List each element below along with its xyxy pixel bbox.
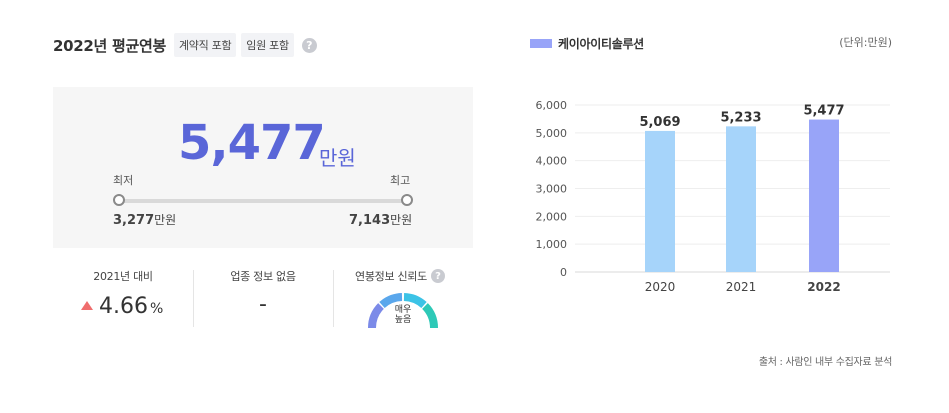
gauge-segment <box>379 293 403 309</box>
y-tick-label: 6,000 <box>536 99 568 112</box>
bar-2021 <box>726 126 756 272</box>
yoy-unit: % <box>149 301 164 317</box>
unit-note: (단위:만원) <box>839 36 892 49</box>
title-row: 2022년 평균연봉 계약직 포함 임원 포함 ? <box>53 33 317 57</box>
average-salary-value: 5,477 <box>178 115 326 171</box>
legend-label: 케이아이티솔루션 <box>558 37 644 51</box>
bar-value-label: 5,477 <box>803 104 844 119</box>
gauge-segment <box>403 293 427 309</box>
max-salary-value: 7,143 <box>349 213 391 228</box>
source-note: 출처 : 사람인 내부 수집자료 분석 <box>758 357 892 368</box>
average-salary-unit: 만원 <box>319 146 356 170</box>
help-icon[interactable]: ? <box>301 37 317 53</box>
salary-summary-panel: 2022년 평균연봉 계약직 포함 임원 포함 ? 5,477 만원 최저 최고… <box>53 33 473 330</box>
chart-legend: 케이아이티솔루션 <box>530 35 644 52</box>
yoy-value: 4.66 <box>99 294 148 319</box>
bar-value-label: 5,069 <box>639 115 680 130</box>
reliability-gauge <box>365 290 441 330</box>
legend-swatch <box>530 39 552 48</box>
y-tick-label: 0 <box>560 266 567 279</box>
reliability-level-line2: 높음 <box>394 315 412 325</box>
x-tick-label: 2021 <box>726 280 757 294</box>
y-tick-label: 3,000 <box>536 183 568 196</box>
x-tick-label: 2022 <box>807 280 840 294</box>
range-max-knob <box>401 194 413 206</box>
max-salary-unit: 만원 <box>390 213 413 227</box>
industry-caption: 업종 정보 없음 <box>230 270 296 283</box>
min-salary-unit: 만원 <box>154 213 177 227</box>
reliability-help-icon[interactable]: ? <box>430 269 445 283</box>
reliability-level: 매우 높음 <box>383 305 423 325</box>
executive-included-chip: 임원 포함 <box>241 33 294 57</box>
divider <box>193 270 194 327</box>
min-salary: 3,277만원 <box>113 211 176 228</box>
reliability-caption-row: 연봉정보 신뢰도 ? <box>355 268 445 284</box>
bar-2020 <box>645 130 675 272</box>
yoy-caption: 2021년 대비 <box>93 270 153 283</box>
gauge-segment <box>367 303 385 329</box>
yoy-change: 4.66 % <box>81 294 163 319</box>
up-arrow-icon <box>81 301 93 310</box>
yoy-stat: 2021년 대비 <box>53 268 193 284</box>
industry-stat: 업종 정보 없음 <box>193 268 333 284</box>
reliability-caption: 연봉정보 신뢰도 <box>355 270 427 283</box>
salary-bar-chart: 0 1,000 2,000 3,000 4,000 5,000 6,000 5,069 2020… <box>536 99 890 294</box>
gauge-icon <box>367 293 439 329</box>
salary-range-track <box>119 199 407 203</box>
bar-2022 <box>809 119 839 273</box>
salary-range-box: 5,477 만원 최저 최고 3,277만원 7,143만원 <box>53 87 473 248</box>
max-salary: 7,143만원 <box>349 211 412 228</box>
bar-value-label: 5,233 <box>720 110 761 125</box>
range-min-knob <box>113 194 125 206</box>
gauge-segment <box>421 303 439 329</box>
page-title: 2022년 평균연봉 <box>53 36 166 55</box>
salary-trend-panel: 케이아이티솔루션 (단위:만원) 0 1,000 2,000 3,000 4,000 5,… <box>500 0 949 413</box>
max-label: 최고 <box>390 174 411 187</box>
min-label: 최저 <box>113 174 134 187</box>
min-salary-value: 3,277 <box>113 213 155 228</box>
y-tick-label: 4,000 <box>536 155 568 168</box>
divider <box>333 270 334 327</box>
reliability-level-line1: 매우 <box>394 305 412 315</box>
industry-value: - <box>259 292 267 317</box>
y-tick-label: 1,000 <box>536 238 568 251</box>
y-tick-label: 2,000 <box>536 210 568 223</box>
x-tick-label: 2020 <box>645 280 676 294</box>
y-tick-label: 5,000 <box>536 127 568 140</box>
contract-included-chip: 계약직 포함 <box>173 33 237 57</box>
